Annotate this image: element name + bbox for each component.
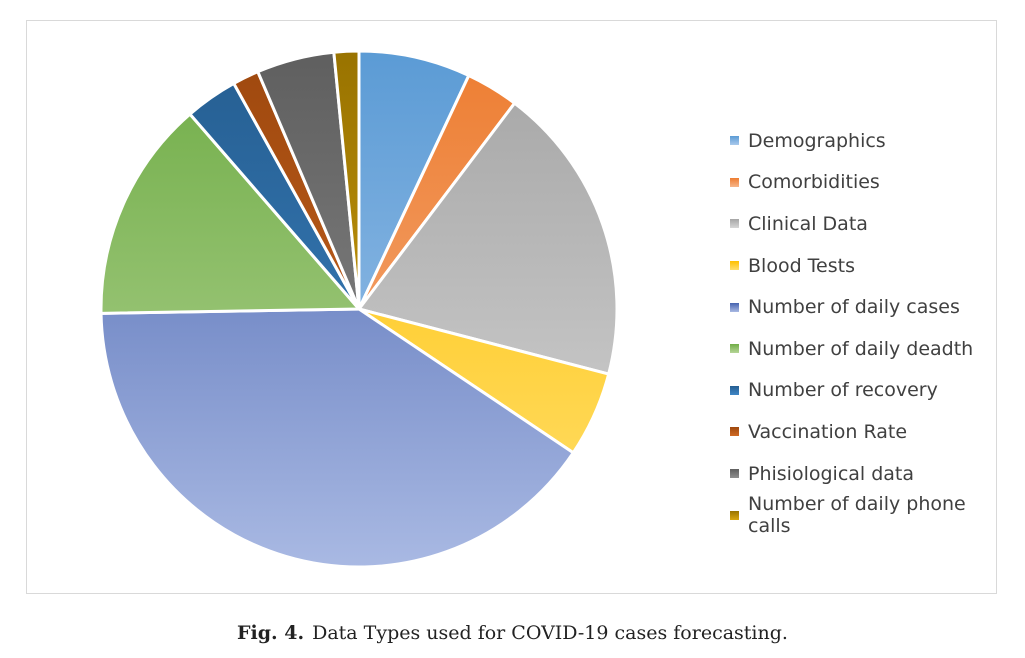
legend-item-vaccination-rate: Vaccination Rate (730, 411, 996, 453)
legend-swatch (730, 427, 739, 437)
legend-item-comorbidities: Comorbidities (730, 162, 996, 204)
legend-swatch (730, 219, 739, 229)
pie-slice-clinical-data (357, 101, 619, 376)
caption-label: Fig. 4. (237, 622, 305, 644)
legend-label: Comorbidities (748, 171, 880, 194)
legend-item-blood-tests: Blood Tests (730, 245, 996, 287)
legend: Demographics Comorbidities Clinical Data Bl… (730, 120, 996, 538)
legend-item-clinical-data: Clinical Data (730, 203, 996, 245)
pie-slice-number-of-daily-cases (99, 307, 575, 569)
legend-label: Number of daily phone calls (748, 493, 966, 538)
legend-item-number-of-daily-phone-calls: Number of daily phone calls (730, 493, 996, 538)
legend-swatch (730, 344, 739, 354)
legend-swatch (730, 510, 739, 520)
legend-swatch (730, 302, 739, 312)
pie-chart (99, 49, 619, 569)
legend-item-phisiological-data: Phisiological data (730, 453, 996, 495)
legend-swatch (730, 469, 739, 479)
legend-label: Number of daily cases (748, 296, 960, 319)
pie-slice-number-of-daily-phone-calls (332, 49, 361, 311)
legend-swatch (730, 177, 739, 187)
legend-label: Demographics (748, 129, 886, 152)
legend-swatch (730, 136, 739, 146)
legend-label: Number of recovery (748, 379, 938, 402)
legend-label: Vaccination Rate (748, 420, 908, 443)
legend-item-number-of-daily-cases: Number of daily cases (730, 286, 996, 328)
legend-item-number-of-recovery: Number of recovery (730, 370, 996, 412)
legend-label: Phisiological data (748, 462, 915, 485)
caption-text: Data Types used for COVID-19 cases forec… (312, 622, 788, 644)
legend-label: Blood Tests (748, 254, 855, 277)
legend-item-number-of-daily-deadth: Number of daily deadth (730, 328, 996, 370)
legend-item-demographics: Demographics (730, 120, 996, 162)
figure-caption: Fig. 4. Data Types used for COVID-19 case… (0, 622, 1025, 644)
chart-frame: Demographics Comorbidities Clinical Data Bl… (26, 20, 997, 594)
legend-label: Clinical Data (748, 212, 868, 235)
pie-slice-number-of-daily-deadth (99, 112, 361, 315)
legend-swatch (730, 385, 739, 395)
pie-slice-demographics (357, 49, 471, 311)
legend-swatch (730, 261, 739, 271)
legend-label: Number of daily deadth (748, 337, 974, 360)
